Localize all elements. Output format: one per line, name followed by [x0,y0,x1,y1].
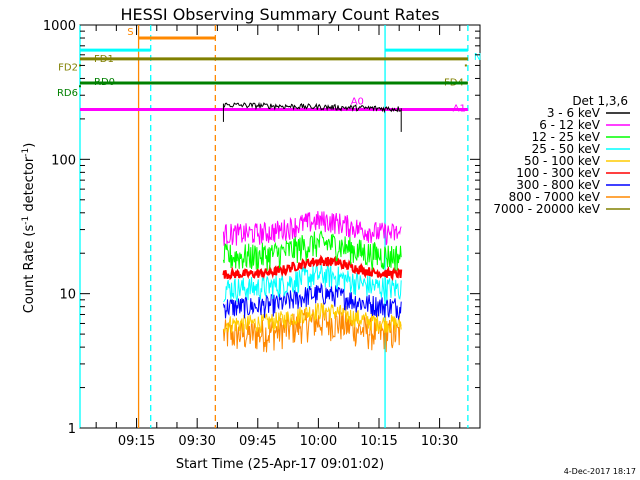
flag-mark-rd6 [79,85,81,88]
series-line-25-50keV [223,264,402,303]
series-line-6-12keV [222,211,402,246]
legend-label: 300 - 800 keV [516,178,600,192]
y-axis-label-sup1: -1 [21,216,31,225]
series-line-300-800keV [222,282,402,321]
series-line-800-7000keV [222,307,402,353]
attenuator-trace [223,101,402,114]
flag-label-fd1: FD1 [94,54,114,65]
legend-label: 3 - 6 keV [547,106,601,120]
legend-label: 12 - 25 keV [532,130,601,144]
footer-date: 4-Dec-2017 18:17 [564,467,636,476]
plot-area: SNFD1FD2FD4RD0RD6A0A1110100100009:1509:3… [43,19,481,449]
flag-mark-fd4 [464,64,467,67]
y-axis-label: Count Rate (s-1 detector-1) [21,143,37,314]
x-tick-label: 10:15 [360,434,397,449]
flag-label-rd0: RD0 [94,77,115,88]
y-axis-label-end: ) [22,143,37,148]
y-axis-label-mid: detector [22,156,37,216]
x-tick-label: 09:15 [118,434,155,449]
x-tick-label: 09:45 [239,434,276,449]
y-tick-label: 1 [68,422,76,437]
flag-label-a1: A1 [453,103,466,114]
x-tick-label: 10:30 [421,434,458,449]
y-axis-label-sup2: -1 [21,148,31,157]
flag-label-n: N [474,52,481,63]
y-tick-label: 10 [59,288,76,303]
flag-label-fd2: FD2 [58,62,78,73]
x-axis-label: Start Time (25-Apr-17 09:01:02) [176,457,384,472]
y-tick-label: 1000 [43,19,76,34]
series-line-100-300keV [222,254,403,282]
flag-label-rd6: RD6 [57,88,78,99]
x-tick-label: 09:30 [178,434,215,449]
legend-label: 25 - 50 keV [532,142,601,156]
series-line-50-100keV [222,302,402,334]
x-tick-label: 10:00 [300,434,337,449]
legend-label: 7000 - 20000 keV [493,202,600,216]
flag-label-s: S [127,27,133,38]
legend-label: 50 - 100 keV [524,154,601,168]
flag-mark-a1 [464,108,467,111]
flag-label-a0: A0 [351,96,364,107]
series-line-12-25keV [222,230,402,271]
y-tick-label: 100 [51,153,76,168]
y-axis-label-main: Count Rate (s [22,225,37,314]
chart-title: HESSI Observing Summary Count Rates [120,5,439,24]
legend-label: 100 - 300 keV [516,166,600,180]
legend-label: 800 - 7000 keV [509,190,601,204]
legend-label: 6 - 12 keV [539,118,601,132]
legend-title: Det 1,3,6 [572,94,628,108]
